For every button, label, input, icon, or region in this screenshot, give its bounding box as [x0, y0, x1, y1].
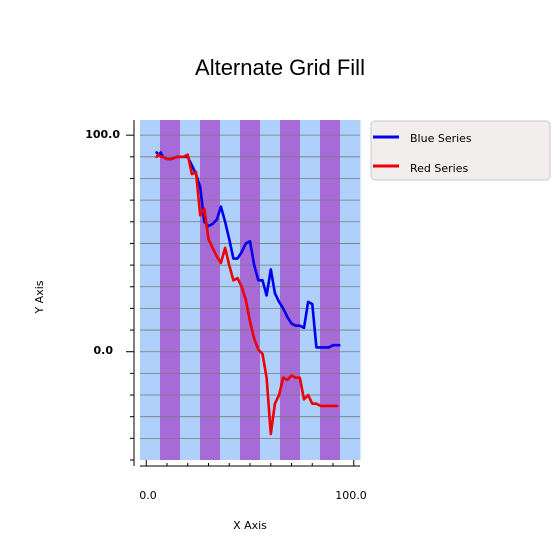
grid-band: [260, 120, 281, 460]
legend-box: [370, 120, 551, 181]
grid-band: [300, 120, 321, 460]
y-tick-labels: 100.0 0.0: [85, 128, 120, 357]
grid-band: [340, 120, 361, 460]
legend: Blue Series Red Series: [370, 120, 551, 181]
y-axis-title: Y Axis: [33, 280, 46, 314]
y-tick-label-0: 0.0: [94, 344, 114, 357]
grid-band: [280, 120, 301, 460]
chart-title: Alternate Grid Fill: [195, 55, 365, 80]
grid-band: [240, 120, 261, 460]
x-tick-label-0: 0.0: [139, 489, 157, 502]
series-line-red: [155, 153, 339, 436]
grid-band: [200, 120, 221, 460]
x-tick-labels: 0.0 100.0: [139, 489, 367, 502]
grid-band: [160, 120, 181, 460]
axes: [126, 120, 360, 467]
x-tick-label-100: 100.0: [335, 489, 367, 502]
grid-band: [220, 120, 241, 460]
x-axis-title: X Axis: [233, 519, 267, 532]
plot-area: [140, 120, 361, 460]
legend-label-blue: Blue Series: [410, 132, 472, 145]
grid-band: [140, 120, 161, 460]
series-lines: [155, 151, 341, 436]
grid-band: [180, 120, 201, 460]
legend-label-red: Red Series: [410, 162, 468, 175]
grid-band: [320, 120, 341, 460]
y-tick-label-100: 100.0: [85, 128, 120, 141]
